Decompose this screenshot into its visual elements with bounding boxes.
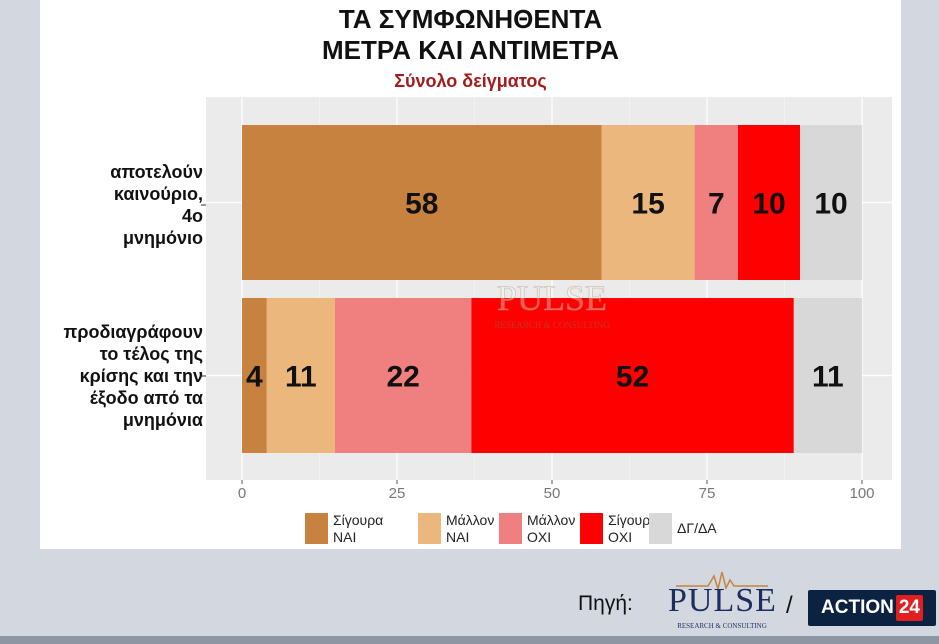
action24-logo-number: 24 bbox=[895, 595, 923, 621]
bar-segment bbox=[738, 125, 800, 280]
x-tick-label: 75 bbox=[699, 485, 716, 502]
bottom-strip bbox=[0, 636, 939, 644]
pulse-logo: PULSE RESEARCH & CONSULTING bbox=[668, 570, 776, 632]
bar-segment bbox=[601, 125, 695, 280]
bar-segment bbox=[471, 298, 794, 453]
data-label: 4 bbox=[246, 361, 263, 394]
pulse-logo-text: PULSE bbox=[668, 582, 777, 619]
legend-swatch bbox=[418, 513, 441, 544]
category-label: μνημόνια bbox=[123, 410, 203, 430]
category-label: μνημόνιο bbox=[123, 228, 203, 248]
data-label: 10 bbox=[752, 188, 785, 221]
category-label: καινούριο, bbox=[114, 184, 203, 204]
legend-swatch bbox=[649, 513, 672, 544]
chart-title-line2: ΜΕΤΡΑ ΚΑΙ ΑΝΤΙΜΕΤΡΑ bbox=[321, 35, 620, 65]
bar-segment bbox=[266, 298, 335, 453]
bar-segment bbox=[793, 298, 862, 453]
legend-label: ΟΧΙ bbox=[527, 529, 551, 545]
chart-title-line1: ΤΑ ΣΥΜΦΩΝΗΘΕΝΤΑ bbox=[338, 4, 603, 34]
legend-label: Σίγουρα bbox=[333, 512, 383, 528]
data-label: 11 bbox=[285, 361, 317, 394]
data-label: 7 bbox=[708, 188, 725, 221]
bar-segment bbox=[242, 298, 267, 453]
legend-swatch bbox=[580, 513, 603, 544]
chart-card: ΤΑ ΣΥΜΦΩΝΗΘΕΝΤΑ ΜΕΤΡΑ ΚΑΙ ΑΝΤΙΜΕΤΡΑ Σύνο… bbox=[40, 0, 901, 549]
x-tick-label: 50 bbox=[544, 485, 561, 502]
watermark-text: PULSE bbox=[497, 278, 607, 318]
bar-segment bbox=[335, 298, 472, 453]
category-label: προδιαγράφουν bbox=[64, 322, 203, 342]
legend-label: Μάλλον bbox=[446, 512, 494, 528]
legend-label: Μάλλον bbox=[527, 512, 575, 528]
action24-logo-text: ACTION bbox=[821, 597, 894, 618]
data-label: 22 bbox=[387, 361, 420, 394]
legend-label: ΔΓ/ΔΑ bbox=[677, 520, 717, 536]
legend-label: ΝΑΙ bbox=[333, 529, 356, 545]
source-separator: / bbox=[786, 592, 793, 619]
watermark-subtext: RESEARCH & CONSULTING bbox=[494, 320, 610, 330]
legend-label: Σίγουρα bbox=[608, 512, 658, 528]
bar-segment bbox=[800, 125, 862, 280]
pulse-logo-subtext: RESEARCH & CONSULTING bbox=[677, 622, 767, 630]
x-tick-label: 100 bbox=[849, 485, 874, 502]
chart-subtitle: Σύνολο δείγματος bbox=[394, 71, 547, 91]
legend-label: ΝΑΙ bbox=[446, 529, 469, 545]
data-label: 10 bbox=[814, 188, 847, 221]
source-label: Πηγή: bbox=[578, 592, 633, 615]
x-tick-label: 25 bbox=[389, 485, 406, 502]
bar-segment bbox=[694, 125, 738, 280]
data-label: 52 bbox=[616, 361, 649, 394]
action24-logo: ACTION 24 bbox=[808, 590, 936, 626]
pulse-wave-icon bbox=[676, 571, 768, 590]
category-label: κρίσης και την bbox=[80, 366, 203, 386]
bar-segment bbox=[242, 125, 602, 280]
legend-label: ΟΧΙ bbox=[608, 529, 632, 545]
data-label: 11 bbox=[812, 361, 844, 394]
category-label: έξοδο από τα bbox=[90, 388, 203, 409]
data-label: 15 bbox=[631, 188, 664, 221]
category-label: 4ο bbox=[182, 206, 203, 226]
legend-swatch bbox=[305, 513, 328, 544]
legend-swatch bbox=[499, 513, 522, 544]
category-label: αποτελούν bbox=[110, 162, 203, 182]
x-tick-label: 0 bbox=[238, 485, 246, 502]
data-label: 58 bbox=[405, 188, 438, 221]
category-label: το τέλος της bbox=[100, 344, 203, 364]
